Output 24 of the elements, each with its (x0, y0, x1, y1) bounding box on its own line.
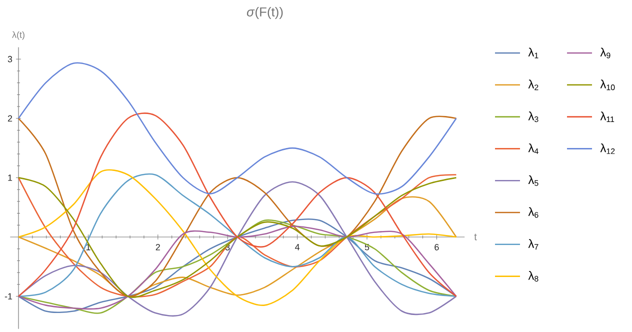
legend-label: λ$_{4}$ (528, 143, 538, 154)
x-tick-label: 6 (434, 244, 439, 250)
x-tick-label: 1 (86, 244, 90, 250)
legend-label: λ$_{6}$ (528, 207, 538, 218)
y-axis-title: λ(t) (12, 31, 24, 40)
legend-label: λ$_{2}$ (528, 80, 538, 90)
legend-label: λ$_{9}$ (600, 48, 610, 58)
legend-label: λ$_{8}$ (528, 271, 538, 282)
x-tick-label: 4 (295, 244, 300, 250)
legend-label: λ$_{11}$ (600, 112, 614, 122)
y-tick-label: 1 (8, 174, 12, 181)
y-tick-label: 2 (8, 115, 12, 122)
line-series (18, 62, 457, 195)
x-axis-title: t (474, 234, 477, 240)
chart-title: σ(F(t)) (246, 6, 283, 20)
legend-label: λ$_{12}$ (600, 143, 615, 154)
legend-label: λ$_{5}$ (528, 175, 538, 186)
legend-label: λ$_{10}$ (600, 80, 615, 90)
legend-label: λ$_{1}$ (528, 48, 538, 58)
y-tick-label: -1 (4, 293, 12, 300)
y-tick-label: 3 (8, 56, 12, 62)
legend-label: λ$_{7}$ (528, 239, 538, 250)
x-tick-label: 2 (156, 244, 160, 250)
legend-label: λ$_{3}$ (528, 112, 538, 122)
